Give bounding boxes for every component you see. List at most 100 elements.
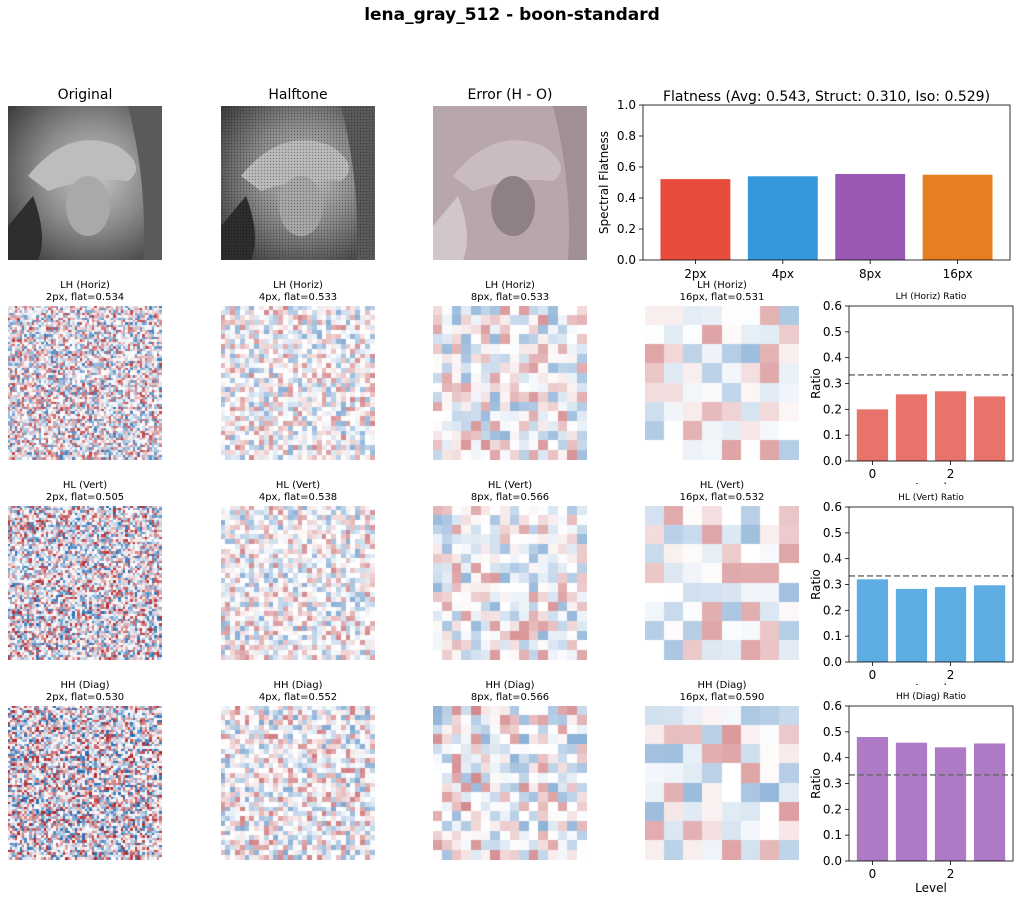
y-tick-label: 0.3 xyxy=(823,777,842,791)
subband-tile-title: HL (Vert) 2px, flat=0.505 xyxy=(0,480,182,504)
subband-tile-title: HH (Diag) 4px, flat=0.552 xyxy=(201,680,395,704)
y-tick-label: 0.5 xyxy=(823,725,842,739)
subband-tile-band-label: HH (Diag) xyxy=(485,680,535,691)
subband-tile-flatness-label: 2px, flat=0.505 xyxy=(45,492,125,503)
hh-ratio-chart: HH (Diag) Ratio 0.0 0.1 0.2 0.3 0.4 0.5 0.6 0 2 Ra… xyxy=(809,692,1014,895)
subband-heatmap xyxy=(8,506,162,660)
y-tick-label: 0.0 xyxy=(823,655,842,669)
bar-level-1 xyxy=(895,394,928,461)
halftone-title: Halftone xyxy=(268,87,328,103)
y-tick-label: 1.0 xyxy=(617,98,636,112)
x-tick-label: 0 xyxy=(869,668,877,682)
chart-title: HL (Vert) Ratio xyxy=(898,493,964,503)
y-tick-label: 0.2 xyxy=(823,402,842,416)
plot-frame xyxy=(848,506,1014,663)
plot-frame xyxy=(848,705,1014,862)
subband-heatmap xyxy=(645,306,799,460)
original-image xyxy=(8,106,162,260)
subband-tile-title: HL (Vert) 16px, flat=0.532 xyxy=(625,480,819,504)
subband-tile-band-label: LH (Horiz) xyxy=(485,280,535,291)
figure-title: lena_gray_512 - boon-standard xyxy=(364,5,660,25)
subband-tile-band-label: LH (Horiz) xyxy=(273,280,323,291)
subband-tile-flatness-label: 16px, flat=0.532 xyxy=(679,492,765,503)
subband-tile-flatness-label: 2px, flat=0.530 xyxy=(45,692,125,703)
subband-heatmap xyxy=(433,506,587,660)
y-tick-label: 0.0 xyxy=(823,454,842,468)
plot-frame xyxy=(642,104,1011,261)
subband-tile-band-label: HH (Diag) xyxy=(60,680,110,691)
y-axis-label: Ratio xyxy=(809,768,823,799)
error-title: Error (H - O) xyxy=(467,87,553,103)
y-tick-label: 0.5 xyxy=(823,325,842,339)
subband-tile-title: HL (Vert) 8px, flat=0.566 xyxy=(413,480,607,504)
bar-16px xyxy=(922,174,993,260)
chart-title: LH (Horiz) Ratio xyxy=(896,292,967,302)
bar-level-3 xyxy=(973,585,1006,662)
lh-ratio-chart: LH (Horiz) Ratio 0.0 0.1 0.2 0.3 0.4 0.5 0.6 0 2 R… xyxy=(809,292,1014,484)
y-tick-label: 0.6 xyxy=(823,699,842,713)
subband-heatmap xyxy=(433,306,587,460)
x-tick-label: 0 xyxy=(869,867,877,881)
subband-tile-flatness-label: 16px, flat=0.531 xyxy=(679,292,765,303)
bar-level-3 xyxy=(973,743,1006,861)
y-tick-label: 0.1 xyxy=(823,629,842,643)
x-tick-label: 2px xyxy=(684,267,706,281)
y-tick-label: 0.4 xyxy=(823,552,842,566)
bar-2px xyxy=(660,179,731,260)
y-tick-label: 0.5 xyxy=(823,526,842,540)
subband-heatmap xyxy=(645,506,799,660)
subband-tile-flatness-label: 8px, flat=0.566 xyxy=(470,492,550,503)
y-tick-label: 0.6 xyxy=(823,299,842,313)
subband-tile-flatness-label: 8px, flat=0.566 xyxy=(470,692,550,703)
y-tick-label: 0.1 xyxy=(823,428,842,442)
subband-tile-flatness-label: 16px, flat=0.590 xyxy=(679,692,765,703)
y-tick-label: 0.2 xyxy=(823,802,842,816)
x-axis-label: Level xyxy=(915,682,947,685)
subband-tile-band-label: HL (Vert) xyxy=(62,480,108,491)
bar-level-0 xyxy=(856,737,889,861)
subband-heatmap xyxy=(645,706,799,860)
subband-tile-band-label: LH (Horiz) xyxy=(697,280,747,291)
subband-tile-flatness-label: 4px, flat=0.538 xyxy=(258,492,338,503)
y-tick-label: 0.2 xyxy=(823,603,842,617)
bar-8px xyxy=(835,173,906,260)
x-tick-label: 2 xyxy=(947,867,955,881)
subband-tile-title: HH (Diag) 8px, flat=0.566 xyxy=(413,680,607,704)
bar-level-3 xyxy=(973,396,1006,461)
subband-tile-flatness-label: 4px, flat=0.533 xyxy=(258,292,338,303)
bar-level-0 xyxy=(856,579,889,662)
y-tick-label: 0.6 xyxy=(617,160,636,174)
x-tick-label: 4px xyxy=(772,267,794,281)
bar-level-2 xyxy=(934,587,967,662)
subband-tile-flatness-label: 4px, flat=0.552 xyxy=(258,692,338,703)
subband-tile-title: HL (Vert) 4px, flat=0.538 xyxy=(201,480,395,504)
subband-tile-flatness-label: 8px, flat=0.533 xyxy=(470,292,550,303)
y-axis-label: Spectral Flatness xyxy=(597,131,611,234)
chart-title: Flatness (Avg: 0.543, Struct: 0.310, Iso… xyxy=(663,89,990,105)
y-tick-label: 0.2 xyxy=(617,222,636,236)
bar-level-2 xyxy=(934,747,967,861)
subband-heatmap xyxy=(8,706,162,860)
subband-heatmap xyxy=(433,706,587,860)
bar-level-1 xyxy=(895,742,928,861)
subband-tile-title: LH (Horiz) 2px, flat=0.534 xyxy=(0,280,182,304)
flatness-chart: Flatness (Avg: 0.543, Struct: 0.310, Iso… xyxy=(597,89,1011,281)
y-axis-label: Ratio xyxy=(809,368,823,399)
y-tick-label: 0.4 xyxy=(617,191,636,205)
x-axis-label: Level xyxy=(915,481,947,484)
x-tick-label: 0 xyxy=(869,467,877,481)
y-tick-label: 0.0 xyxy=(617,253,636,267)
halftone-image xyxy=(221,106,375,260)
bar-level-2 xyxy=(934,391,967,461)
subband-tile-title: HH (Diag) 16px, flat=0.590 xyxy=(625,680,819,704)
hl-ratio-chart: HL (Vert) Ratio 0.0 0.1 0.2 0.3 0.4 0.5 0.6 0 2 Ra… xyxy=(809,493,1014,685)
subband-heatmap xyxy=(221,706,375,860)
x-tick-label: 2 xyxy=(947,467,955,481)
y-tick-label: 0.3 xyxy=(823,578,842,592)
y-tick-label: 0.4 xyxy=(823,351,842,365)
bar-4px xyxy=(747,176,818,260)
y-tick-label: 0.0 xyxy=(823,854,842,868)
y-tick-label: 0.4 xyxy=(823,751,842,765)
y-axis-label: Ratio xyxy=(809,569,823,600)
y-tick-label: 0.3 xyxy=(823,377,842,391)
